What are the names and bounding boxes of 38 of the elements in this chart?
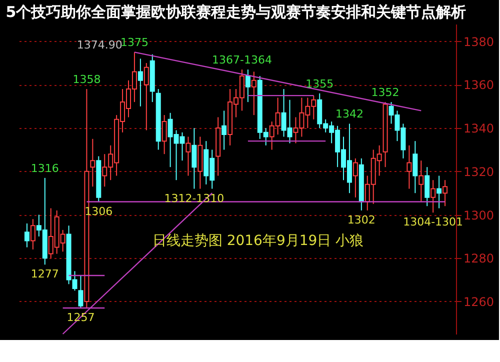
annotation: 1375 [120, 36, 148, 50]
y-tick-label: 1380 [464, 34, 494, 49]
chart-title: 5个技巧助你全面掌握欧协联赛程走势与观赛节奏安排和关键节点解析 [6, 3, 466, 21]
candlestick [30, 218, 36, 250]
candlestick [436, 175, 442, 209]
candlestick [412, 140, 418, 194]
candlestick [138, 58, 143, 107]
candlestick [251, 71, 256, 116]
y-tick-label: 1340 [464, 122, 494, 136]
candlestick [424, 166, 430, 207]
candlestick [24, 222, 30, 248]
candlestick [222, 110, 227, 150]
candlestick [406, 144, 412, 190]
candlestick [245, 69, 250, 103]
annotation: 1355 [306, 77, 334, 90]
y-tick-label: 1360 [464, 78, 494, 92]
annotation: 1352 [371, 86, 400, 100]
candlestick [90, 138, 96, 188]
y-tick-label: 1260 [464, 294, 494, 309]
y-tick-label: 1280 [464, 252, 494, 266]
candlestick [352, 158, 358, 198]
candlestick [430, 180, 436, 214]
annotation: 1374.90 [76, 38, 122, 52]
candlestick [144, 62, 149, 131]
annotation: 1342 [335, 108, 364, 121]
annotation: 1302 [347, 213, 376, 226]
annotation: 1316 [30, 162, 59, 175]
candlestick [162, 114, 167, 155]
candlestick [192, 128, 197, 190]
annotation: 1358 [72, 73, 101, 86]
annotation: 1277 [30, 268, 59, 281]
y-tick-label: 1300 [464, 208, 494, 222]
candlestick [442, 180, 448, 207]
candlestick [78, 274, 84, 308]
annotation: 1367-1364 [212, 54, 272, 67]
y-tick-label: 1320 [464, 164, 494, 179]
candlestick [186, 136, 191, 176]
candlestick [418, 160, 424, 202]
